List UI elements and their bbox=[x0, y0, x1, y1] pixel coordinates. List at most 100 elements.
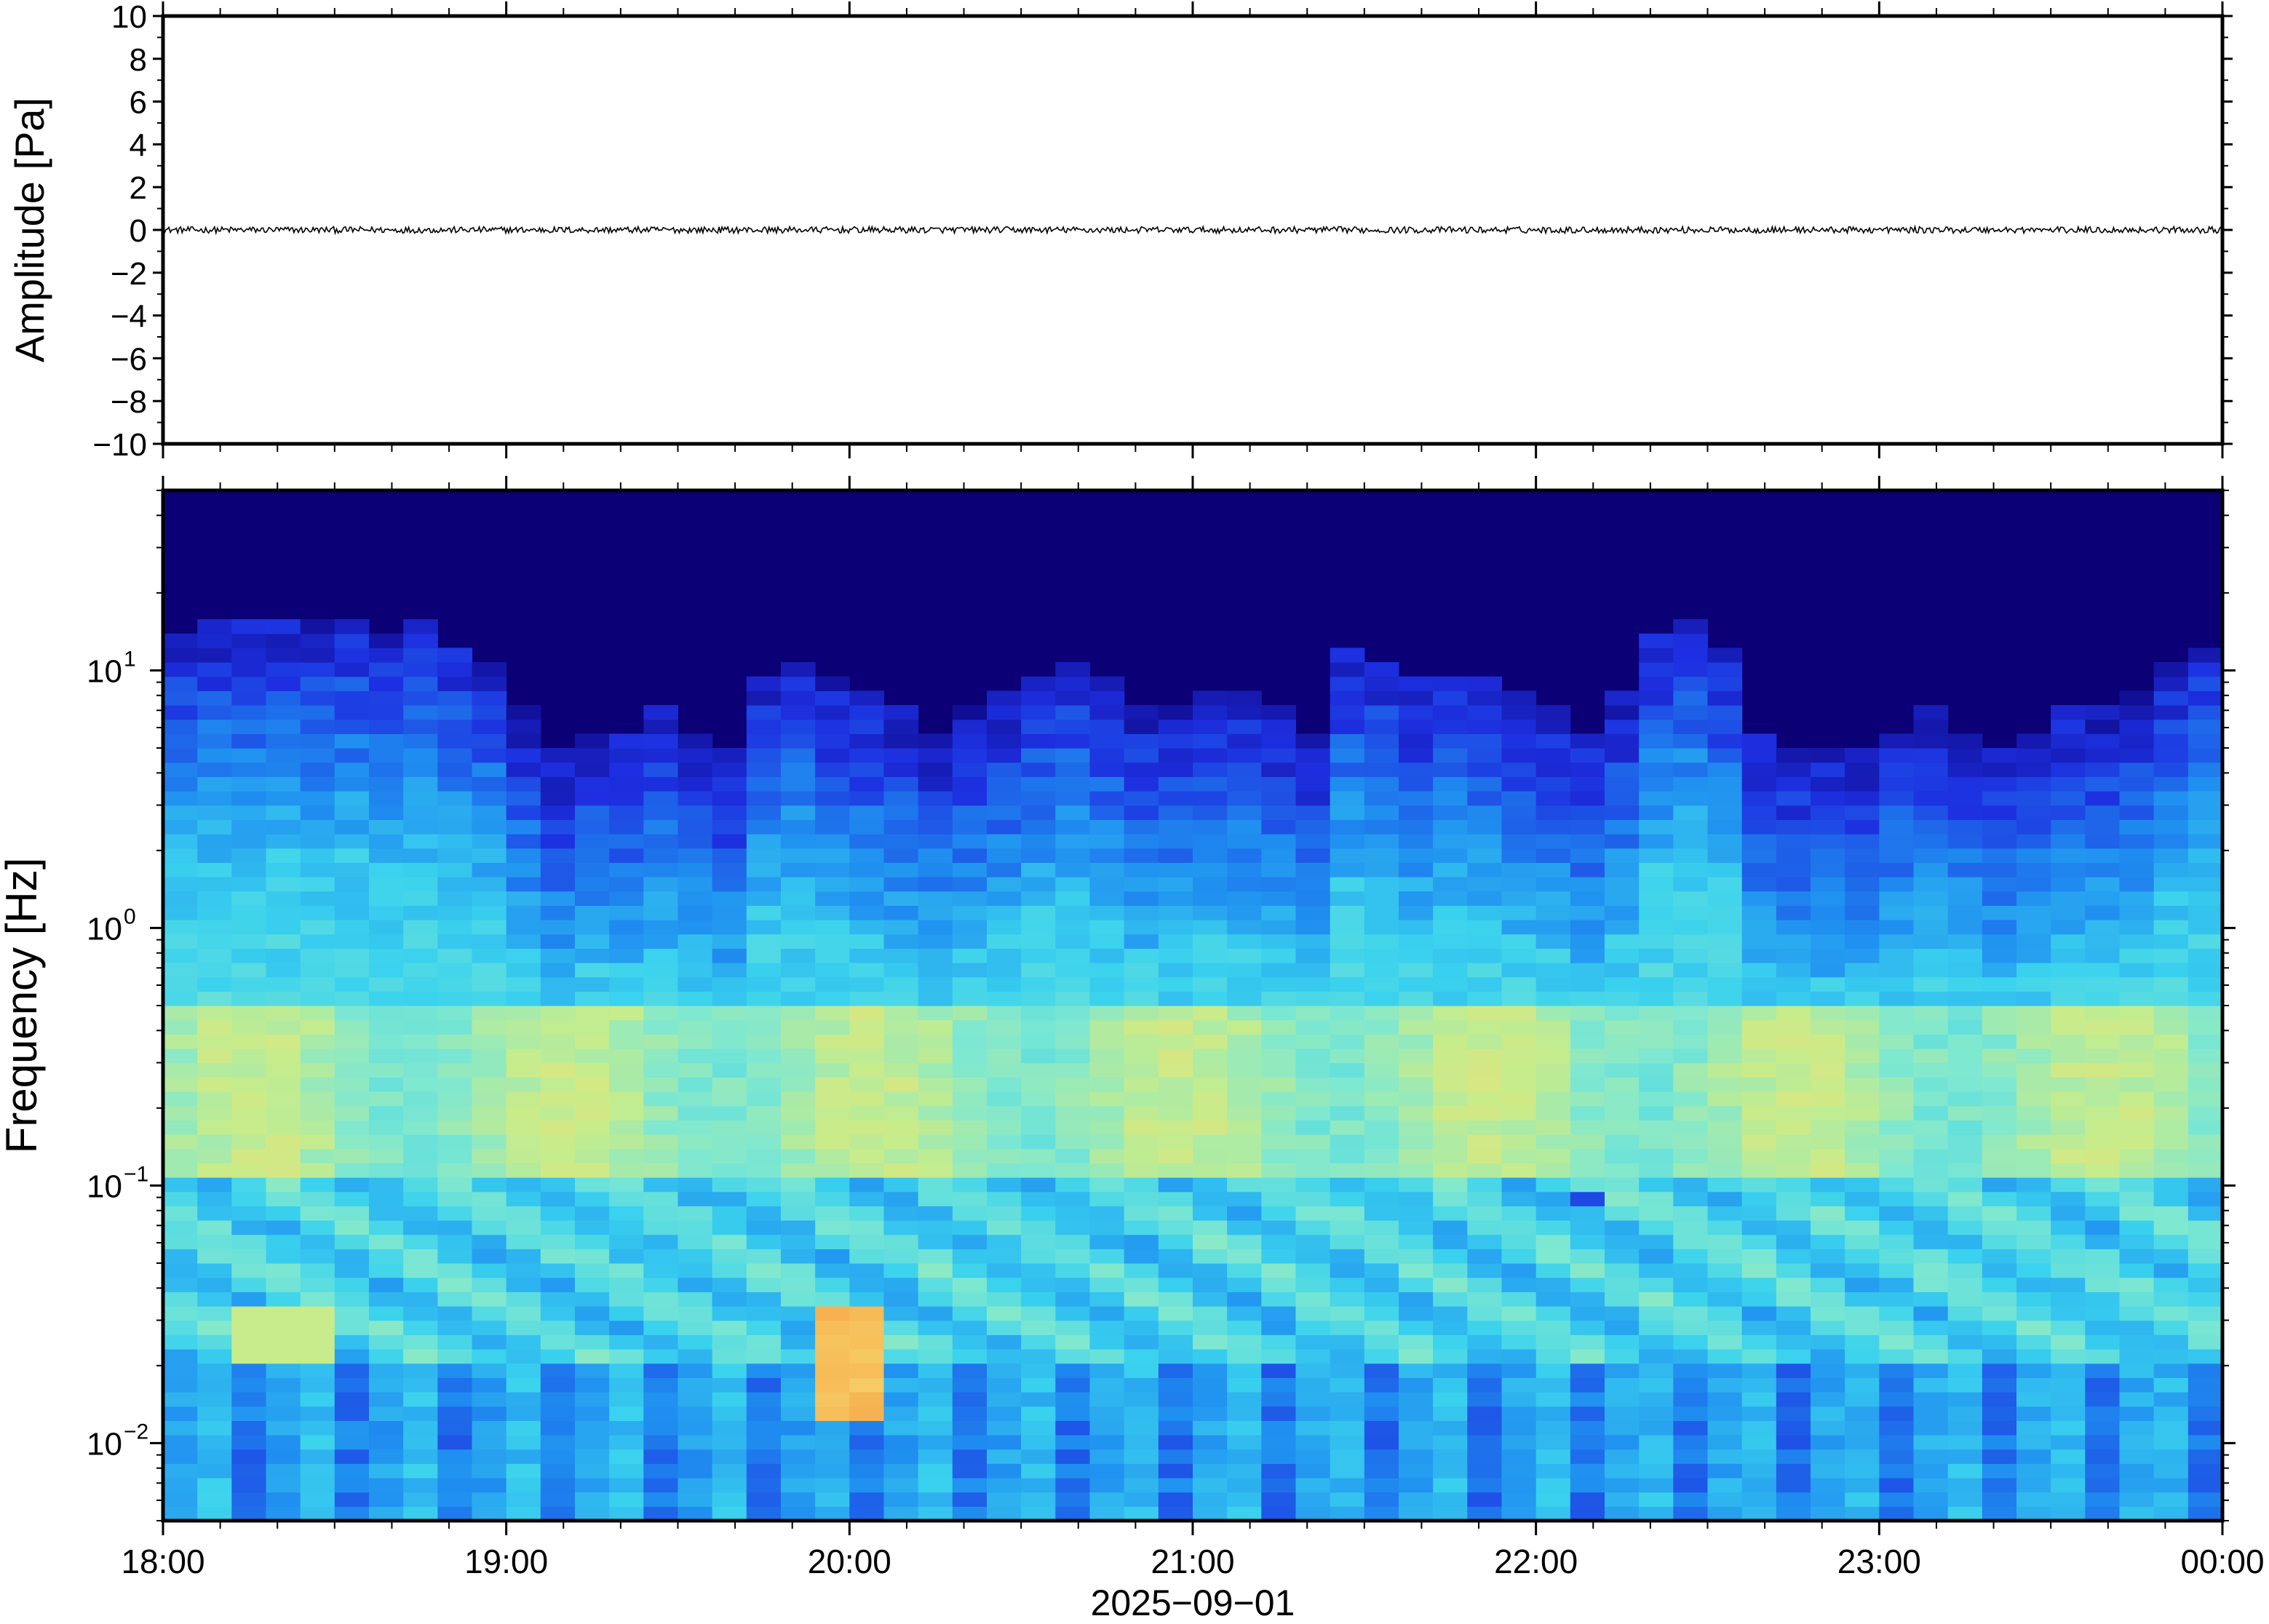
heatmap-cell bbox=[1055, 1019, 1091, 1035]
heatmap-cell bbox=[1707, 1191, 1743, 1206]
heatmap-cell bbox=[1501, 1177, 1537, 1193]
heatmap-cell bbox=[1776, 1277, 1811, 1292]
heatmap-cell bbox=[643, 905, 679, 920]
heatmap-cell bbox=[1158, 1034, 1193, 1049]
heatmap-cell bbox=[1776, 1019, 1811, 1035]
heatmap-cell bbox=[609, 791, 644, 806]
heatmap-cell bbox=[369, 1234, 404, 1249]
heatmap-cell bbox=[1467, 1506, 1503, 1521]
heatmap-cell bbox=[1605, 1191, 1640, 1206]
heatmap-cell bbox=[1501, 991, 1537, 1006]
heatmap-cell bbox=[1295, 1363, 1331, 1378]
heatmap-cell bbox=[1467, 1478, 1503, 1493]
heatmap-cell bbox=[540, 991, 576, 1006]
heatmap-cell bbox=[197, 963, 232, 978]
heatmap-cell bbox=[712, 1048, 747, 1064]
heatmap-cell bbox=[403, 1191, 438, 1206]
heatmap-cell bbox=[1845, 1048, 1880, 1064]
heatmap-cell bbox=[540, 1406, 576, 1421]
heatmap-cell bbox=[1227, 848, 1262, 863]
heatmap-cell bbox=[1811, 1249, 1845, 1264]
heatmap-cell bbox=[1158, 1148, 1193, 1163]
heatmap-cell bbox=[1845, 819, 1880, 835]
heatmap-cell bbox=[849, 1406, 885, 1421]
heatmap-cell bbox=[1433, 1463, 1468, 1478]
heatmap-cell bbox=[1673, 1349, 1709, 1364]
heatmap-cell bbox=[575, 1420, 610, 1436]
heatmap-cell bbox=[815, 1234, 850, 1249]
heatmap-cell bbox=[1295, 1249, 1331, 1264]
heatmap-cell bbox=[712, 1420, 747, 1436]
heatmap-cell bbox=[815, 776, 850, 792]
heatmap-cell bbox=[2119, 1435, 2155, 1450]
heatmap-cell bbox=[609, 1234, 644, 1249]
heatmap-cell bbox=[1879, 891, 1915, 906]
heatmap-cell bbox=[815, 1363, 850, 1378]
heatmap-cell bbox=[1811, 963, 1845, 978]
heatmap-cell bbox=[334, 1334, 370, 1350]
heatmap-cell bbox=[1295, 862, 1331, 877]
heatmap-cell bbox=[1055, 805, 1091, 820]
heatmap-cell bbox=[1124, 1291, 1159, 1307]
heatmap-cell bbox=[1845, 1206, 1880, 1221]
heatmap-cell bbox=[1570, 963, 1605, 978]
heatmap-cell bbox=[2119, 1320, 2155, 1335]
heatmap-cell bbox=[815, 1019, 850, 1035]
heatmap-cell bbox=[746, 705, 782, 720]
heatmap-cell bbox=[1535, 976, 1571, 992]
heatmap-cell bbox=[231, 891, 267, 906]
heatmap-cell bbox=[334, 619, 370, 634]
heatmap-cell bbox=[1261, 748, 1297, 763]
heatmap-cell bbox=[1776, 1320, 1811, 1335]
heatmap-cell bbox=[1639, 1091, 1674, 1107]
heatmap-cell bbox=[1913, 1134, 1949, 1150]
heatmap-cell bbox=[1947, 1191, 1983, 1206]
heatmap-cell bbox=[1570, 1420, 1605, 1436]
heatmap-cell bbox=[1570, 1291, 1605, 1307]
heatmap-cell bbox=[1295, 891, 1331, 906]
heatmap-cell bbox=[815, 762, 850, 777]
heatmap-cell bbox=[2051, 1492, 2086, 1507]
heatmap-cell bbox=[300, 1177, 335, 1193]
heatmap-cell bbox=[472, 1291, 507, 1307]
heatmap-cell bbox=[163, 676, 198, 691]
heatmap-cell bbox=[815, 1148, 850, 1163]
heatmap-cell bbox=[506, 748, 541, 763]
heatmap-cell bbox=[2016, 891, 2051, 906]
heatmap-cell bbox=[746, 1120, 782, 1135]
heatmap-cell bbox=[266, 1377, 301, 1393]
heatmap-cell bbox=[1982, 1234, 2017, 1249]
heatmap-cell bbox=[849, 1377, 885, 1393]
heatmap-cell bbox=[575, 934, 610, 949]
heatmap-cell bbox=[369, 1177, 404, 1193]
heatmap-cell bbox=[677, 748, 713, 763]
heatmap-cell bbox=[1364, 1077, 1399, 1092]
heatmap-cell bbox=[1227, 1435, 1262, 1450]
heatmap-cell bbox=[403, 805, 438, 820]
heatmap-cell bbox=[712, 1220, 747, 1235]
heatmap-cell bbox=[2187, 1120, 2222, 1135]
heatmap-cell bbox=[815, 733, 850, 749]
heatmap-cell bbox=[2085, 1006, 2121, 1021]
heatmap-cell bbox=[987, 877, 1022, 892]
heatmap-cell bbox=[2187, 877, 2222, 892]
heatmap-cell bbox=[1741, 1463, 1777, 1478]
heatmap-cell bbox=[2085, 719, 2121, 734]
heatmap-cell bbox=[266, 1163, 301, 1178]
heatmap-cell bbox=[1845, 1506, 1880, 1521]
heatmap-cell bbox=[1776, 905, 1811, 920]
heatmap-cell bbox=[472, 905, 507, 920]
heatmap-cell bbox=[1055, 934, 1091, 949]
heatmap-cell bbox=[403, 791, 438, 806]
heatmap-cell bbox=[1055, 948, 1091, 963]
heatmap-cell bbox=[2085, 1062, 2121, 1078]
heatmap-cell bbox=[2119, 1249, 2155, 1264]
heatmap-cell bbox=[883, 705, 919, 720]
heatmap-cell bbox=[266, 1406, 301, 1421]
heatmap-cell bbox=[2085, 733, 2121, 749]
heatmap-cell bbox=[1776, 1034, 1811, 1049]
heatmap-cell bbox=[609, 1177, 644, 1193]
heatmap-cell bbox=[1055, 819, 1091, 835]
heatmap-cell bbox=[231, 1392, 267, 1407]
